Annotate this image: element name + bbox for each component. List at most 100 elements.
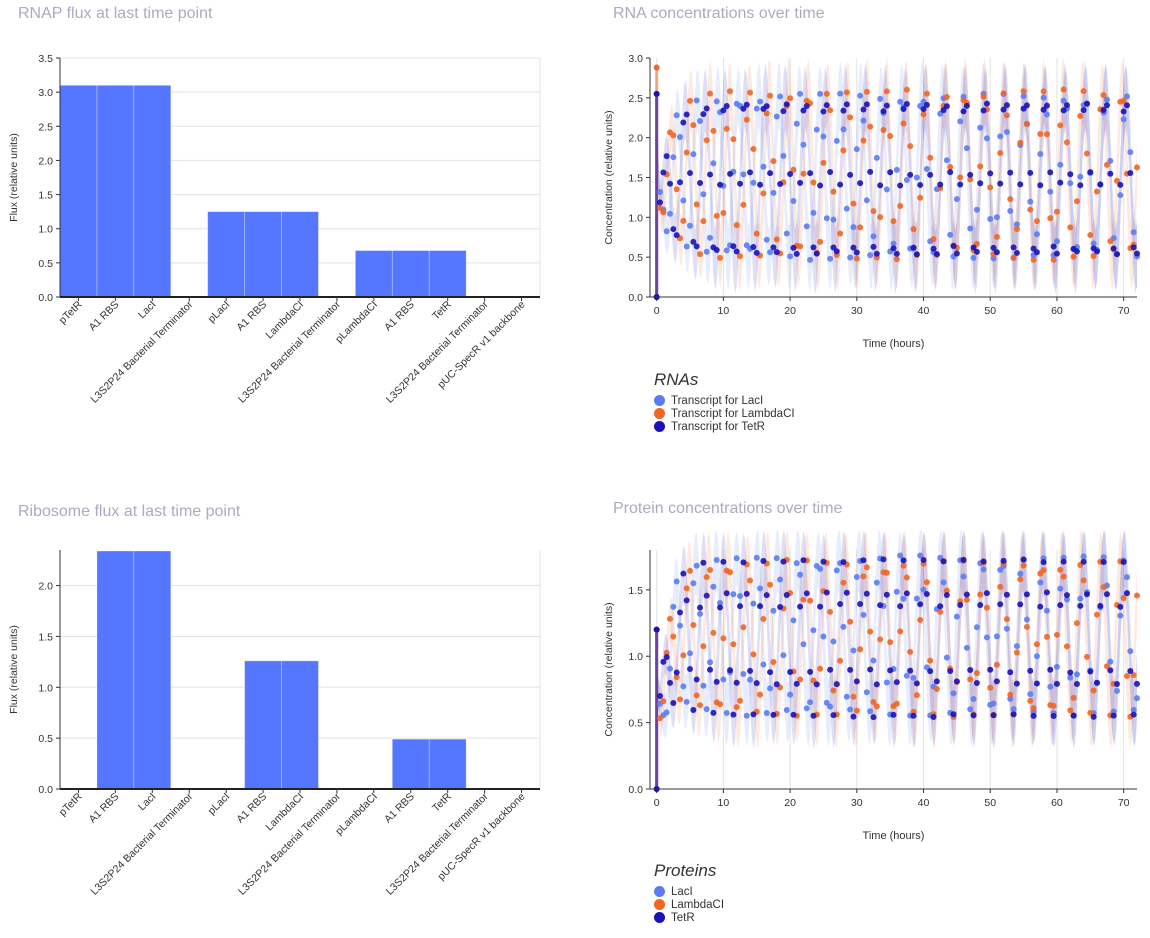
protein-conc-point bbox=[1100, 558, 1107, 565]
protein-conc-point bbox=[1100, 554, 1107, 561]
rna-conc-point bbox=[1040, 88, 1047, 95]
rna-conc-point bbox=[747, 89, 754, 96]
protein-conc-point bbox=[810, 712, 817, 719]
rna-conc-point bbox=[760, 163, 767, 170]
protein-conc-point bbox=[1043, 607, 1050, 614]
protein-conc-point bbox=[723, 709, 730, 716]
protein-conc-point bbox=[717, 599, 724, 606]
protein-conc-point bbox=[873, 681, 880, 688]
protein-conc-point bbox=[923, 591, 930, 598]
protein-conc-point bbox=[1060, 558, 1067, 565]
protein-conc-point bbox=[793, 560, 800, 567]
rna-conc-point bbox=[673, 112, 680, 119]
protein-conc-point bbox=[1007, 669, 1014, 676]
rna-conc-point bbox=[740, 105, 747, 112]
ribosome-flux-x-tick-label: A1 RBS bbox=[382, 791, 417, 826]
rna-conc-point bbox=[870, 208, 877, 215]
rna-conc-point bbox=[763, 110, 770, 117]
protein-conc-point bbox=[763, 709, 770, 716]
protein-conc-point bbox=[797, 571, 804, 578]
rna-conc-point bbox=[833, 137, 840, 144]
rna-conc-point bbox=[817, 90, 824, 97]
protein-conc-point bbox=[1007, 691, 1014, 698]
rna-conc-point bbox=[897, 98, 904, 105]
rna-conc-point bbox=[1017, 139, 1024, 146]
rna-conc-point bbox=[690, 151, 697, 158]
protein-conc-point bbox=[690, 706, 697, 713]
protein-conc-point bbox=[837, 601, 844, 608]
rnap-flux-y-tick-label: 3.0 bbox=[38, 87, 53, 99]
rna-conc-x-tick-label: 40 bbox=[918, 305, 930, 317]
protein-legend-item-tetr[interactable]: TetR bbox=[654, 911, 724, 924]
protein-conc-point bbox=[823, 589, 830, 596]
protein-conc-point bbox=[863, 564, 870, 571]
rna-conc-point bbox=[723, 247, 730, 254]
rna-conc-point bbox=[930, 245, 937, 252]
rna-conc-point bbox=[850, 224, 857, 231]
protein-conc-point bbox=[707, 659, 714, 666]
protein-conc-point bbox=[773, 681, 780, 688]
rna-conc-point bbox=[770, 244, 777, 251]
rna-conc-point bbox=[867, 168, 874, 175]
protein-conc-point bbox=[750, 600, 757, 607]
rna-conc-point bbox=[880, 108, 887, 115]
protein-conc-point bbox=[817, 603, 824, 610]
protein-conc-x-tick-label: 30 bbox=[851, 797, 863, 809]
protein-conc-point bbox=[760, 615, 767, 622]
rna-conc-point bbox=[820, 133, 827, 140]
rna-conc-point bbox=[767, 170, 774, 177]
rna-conc-point bbox=[937, 181, 944, 188]
legend-dot-icon bbox=[654, 395, 665, 406]
protein-conc-point bbox=[770, 607, 777, 614]
protein-conc-point bbox=[1087, 709, 1094, 716]
rna-legend-label: Transcript for LambdaCI bbox=[671, 407, 795, 420]
rna-conc-point bbox=[997, 133, 1004, 140]
rnap-flux-y-tick-label: 1.0 bbox=[38, 224, 53, 236]
protein-legend-item-lambdaci[interactable]: LambdaCI bbox=[654, 898, 724, 911]
protein-conc-point bbox=[957, 602, 964, 609]
protein-conc-point bbox=[820, 558, 827, 565]
rna-conc-point bbox=[843, 89, 850, 96]
protein-conc-point bbox=[693, 692, 700, 699]
rna-conc-point bbox=[710, 160, 717, 167]
rna-conc-point bbox=[897, 182, 904, 189]
ribosome-flux-y-tick-label: 1.5 bbox=[38, 631, 53, 643]
rna-conc-point bbox=[1043, 111, 1050, 118]
protein-conc-point bbox=[837, 657, 844, 664]
rna-conc-x-tick-label: 70 bbox=[1118, 305, 1130, 317]
rna-conc-point bbox=[943, 93, 950, 100]
rna-conc-point bbox=[1000, 106, 1007, 113]
protein-legend-item-laci[interactable]: LacI bbox=[654, 885, 724, 898]
rna-conc-point bbox=[1027, 206, 1034, 213]
protein-conc-point bbox=[1060, 573, 1067, 580]
protein-conc-point bbox=[973, 680, 980, 687]
protein-conc-point bbox=[877, 636, 884, 643]
rna-conc-point bbox=[677, 179, 684, 186]
rna-conc-point bbox=[980, 107, 987, 114]
rna-legend-item-laci[interactable]: Transcript for LacI bbox=[654, 394, 795, 407]
protein-conc-point bbox=[913, 595, 920, 602]
protein-conc-point bbox=[1067, 669, 1074, 676]
rna-conc-point bbox=[707, 171, 714, 178]
protein-conc-point bbox=[1057, 602, 1064, 609]
protein-conc-y-tick-label: 1.0 bbox=[628, 651, 643, 663]
rna-conc-point bbox=[733, 222, 740, 229]
rna-conc-point bbox=[740, 201, 747, 208]
rna-conc-point bbox=[950, 242, 957, 249]
rna-conc-point bbox=[987, 184, 994, 191]
rna-conc-point bbox=[973, 248, 980, 255]
rna-legend-item-tetr[interactable]: Transcript for TetR bbox=[654, 420, 795, 433]
rna-conc-point bbox=[953, 196, 960, 203]
rna-conc-point bbox=[930, 236, 937, 243]
protein-conc-point bbox=[813, 681, 820, 688]
protein-conc-point bbox=[1080, 553, 1087, 560]
protein-conc-point bbox=[767, 685, 774, 692]
rna-conc-point bbox=[873, 250, 880, 257]
rna-conc-point bbox=[860, 137, 867, 144]
protein-conc-point bbox=[693, 676, 700, 683]
rna-conc-point bbox=[740, 171, 747, 178]
rnap-flux-x-tick-label: pTetR bbox=[57, 298, 85, 326]
rna-legend-item-lambdaci[interactable]: Transcript for LambdaCI bbox=[654, 407, 795, 420]
ribosome-flux-x-tick-label: TetR bbox=[430, 790, 454, 814]
